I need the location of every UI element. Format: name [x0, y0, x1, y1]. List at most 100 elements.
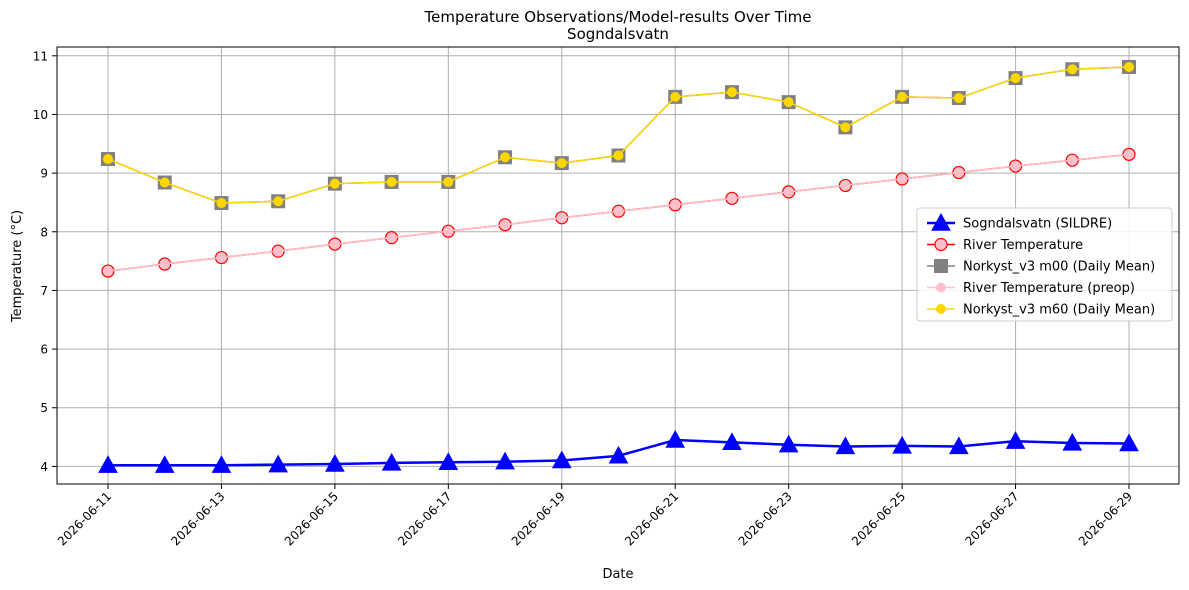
data-point — [953, 93, 964, 104]
data-point — [500, 152, 511, 163]
plot-frame — [56, 46, 1180, 485]
x-tick-label: 2026-06-27 — [962, 489, 1021, 548]
data-point — [670, 199, 681, 210]
data-point — [1124, 61, 1134, 72]
data-point — [1062, 432, 1083, 451]
data-point — [443, 226, 454, 237]
data-point — [897, 173, 908, 184]
data-point — [726, 193, 737, 204]
data-point — [443, 176, 454, 187]
data-point — [1005, 431, 1026, 449]
data-point — [608, 445, 629, 464]
data-point — [500, 219, 511, 230]
data-point — [665, 429, 686, 448]
legend-marker — [934, 237, 948, 252]
y-tick-label: 5 — [40, 401, 48, 415]
chart-title: Temperature Observations/Model-results O… — [423, 8, 811, 26]
y-tick-label: 7 — [40, 284, 48, 298]
series-line — [107, 66, 1130, 204]
data-point — [948, 436, 969, 455]
data-point — [438, 452, 459, 470]
data-point — [1067, 64, 1078, 75]
data-point — [325, 454, 345, 472]
data-point — [953, 167, 964, 178]
series-line — [107, 66, 1130, 204]
data-point — [216, 198, 227, 209]
data-point — [386, 232, 397, 243]
data-point — [840, 122, 851, 133]
data-point — [726, 87, 737, 98]
x-tick-label: 2026-06-11 — [55, 489, 114, 548]
data-point — [159, 177, 170, 188]
x-tick-label: 2026-06-19 — [509, 489, 568, 548]
y-axis-label: Temperature (°C) — [10, 210, 25, 323]
y-tick-label: 11 — [33, 49, 48, 63]
data-point — [329, 239, 340, 250]
x-tick-label: 2026-06-23 — [736, 489, 795, 548]
legend-label: River Temperature — [963, 238, 1083, 253]
legend-label: Norkyst_v3 m60 (Daily Mean) — [963, 303, 1155, 318]
data-point — [783, 97, 794, 108]
x-axis-label: Date — [602, 567, 633, 582]
legend-marker — [934, 259, 948, 273]
data-point — [268, 454, 289, 473]
data-point — [892, 435, 912, 454]
legend-label: Sogndalsvatn (SILDRE) — [963, 217, 1112, 232]
series-0 — [98, 429, 1139, 473]
data-point — [211, 455, 232, 473]
y-tick-label: 9 — [40, 167, 48, 181]
data-point — [613, 206, 624, 217]
data-point — [556, 158, 567, 169]
data-point — [159, 259, 170, 270]
data-point — [1119, 433, 1139, 452]
legend-marker — [931, 212, 951, 231]
data-point — [329, 178, 340, 189]
data-point — [556, 212, 567, 223]
y-tick-label: 4 — [40, 460, 48, 474]
legend-marker — [936, 282, 946, 293]
data-point — [613, 150, 624, 161]
data-point — [722, 432, 742, 451]
legend: Sogndalsvatn (SILDRE) River Temperature No… — [916, 207, 1173, 322]
data-point — [1124, 149, 1134, 160]
x-tick-label: 2026-06-21 — [622, 489, 681, 548]
series-layer — [98, 59, 1139, 473]
series-2 — [101, 59, 1136, 211]
data-point — [273, 246, 284, 257]
data-point — [154, 455, 175, 473]
data-point — [778, 434, 799, 453]
data-point — [98, 455, 118, 473]
data-point — [495, 451, 515, 470]
x-tick-label: 2026-06-29 — [1076, 489, 1135, 548]
data-point — [103, 266, 113, 277]
data-point — [835, 436, 856, 455]
x-tick-label: 2026-06-15 — [282, 489, 341, 548]
data-point — [381, 452, 402, 471]
data-point — [273, 196, 284, 207]
y-tick-label: 8 — [40, 225, 48, 239]
x-tick-label: 2026-06-25 — [849, 489, 908, 548]
series-4 — [103, 61, 1134, 209]
data-point — [897, 91, 908, 102]
data-point — [216, 252, 227, 263]
data-point — [783, 186, 794, 197]
data-point — [103, 154, 113, 165]
chart-subtitle: Sogndalsvatn — [567, 25, 669, 43]
y-tick-label: 10 — [33, 108, 48, 122]
legend-box — [916, 207, 1173, 322]
data-point — [840, 180, 851, 191]
data-point — [386, 176, 397, 187]
data-point — [670, 91, 681, 102]
x-tick-label: 2026-06-13 — [168, 489, 227, 548]
data-point — [551, 450, 572, 469]
data-point — [1010, 73, 1021, 84]
x-tick-label: 2026-06-17 — [395, 489, 454, 548]
y-tick-label: 6 — [40, 343, 48, 357]
series-3 — [103, 149, 1134, 277]
data-point — [1010, 161, 1021, 172]
legend-label: Norkyst_v3 m00 (Daily Mean) — [963, 260, 1155, 275]
legend-marker — [936, 304, 946, 314]
legend-label: River Temperature (preop) — [963, 281, 1135, 296]
